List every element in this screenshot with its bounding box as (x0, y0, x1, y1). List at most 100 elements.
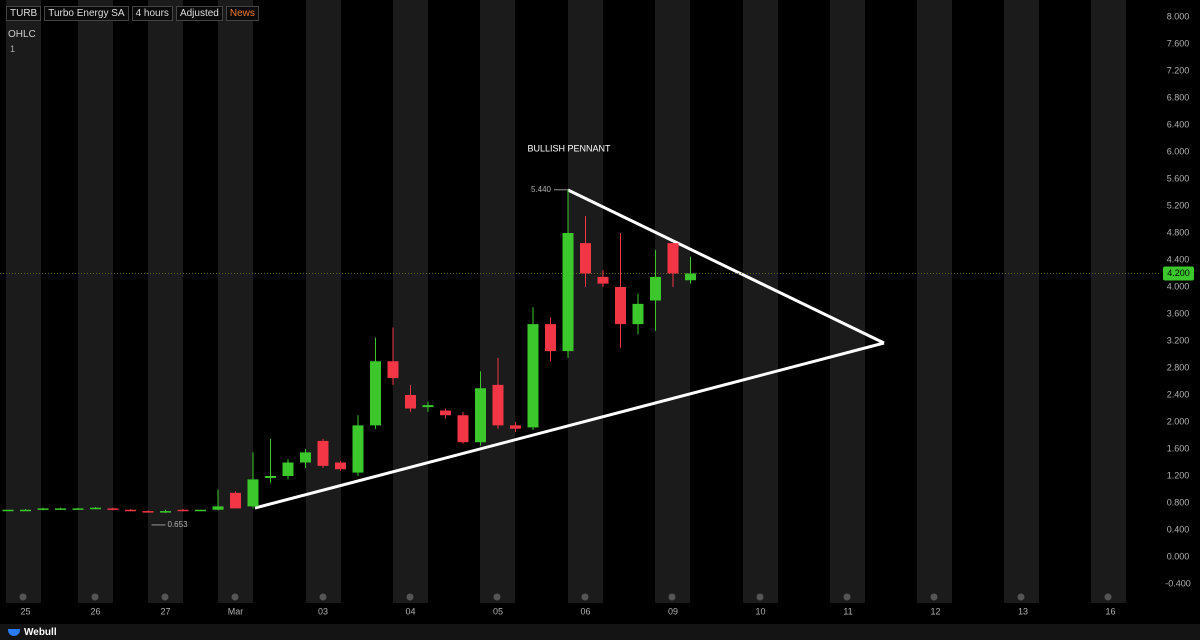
candle-body (650, 276, 661, 301)
y-tick-label: -0.400 (1165, 578, 1191, 588)
y-tick-label: 7.600 (1167, 38, 1190, 48)
candle-body (300, 452, 311, 463)
session-band (78, 0, 113, 603)
company-name: Turbo Energy SA (44, 6, 129, 21)
candle-body (195, 509, 206, 512)
brand: Webull (24, 626, 57, 638)
candle-body (370, 361, 381, 426)
candle-body (545, 324, 556, 352)
y-tick-label: 3.200 (1167, 335, 1190, 345)
adjust[interactable]: Adjusted (175, 6, 223, 21)
candle-body (405, 395, 416, 409)
session-band (568, 0, 603, 603)
session-dot (161, 593, 169, 601)
x-tick-label: 11 (843, 606, 852, 616)
x-tick-label: 03 (318, 606, 328, 616)
session-dot (19, 593, 27, 601)
session-band (1091, 0, 1126, 603)
candle-body (580, 243, 591, 274)
candle-body (527, 324, 539, 428)
candle-body (55, 508, 66, 510)
y-tick-label: 5.600 (1167, 173, 1190, 183)
low-label: 0.653 (168, 520, 189, 529)
pattern-label: BULLISH PENNANT (527, 143, 611, 153)
candle-body (125, 509, 136, 512)
indicator[interactable]: OHLC (8, 29, 36, 40)
session-dot (231, 593, 239, 601)
candle-body (475, 388, 486, 443)
session-dot (493, 593, 501, 601)
x-tick-label: 05 (493, 606, 503, 616)
session-band (655, 0, 690, 603)
session-band (917, 0, 952, 603)
y-tick-label: 0.800 (1167, 497, 1190, 507)
session-band (393, 0, 428, 603)
y-tick-label: 8.000 (1167, 11, 1190, 21)
interval[interactable]: 4 hours (131, 6, 173, 21)
session-dot (668, 593, 676, 601)
x-tick-label: 16 (1105, 606, 1115, 616)
candle-body (265, 476, 276, 479)
candle-body (2, 509, 14, 512)
last-price-box (1163, 266, 1194, 281)
candle-body (492, 384, 504, 426)
y-tick-label: 6.400 (1167, 119, 1190, 129)
y-tick-label: 4.400 (1167, 254, 1190, 264)
news[interactable]: News (225, 6, 259, 21)
y-tick-label: 4.800 (1167, 227, 1190, 237)
x-tick-label: 26 (90, 606, 100, 616)
pane-toggle[interactable]: 1 (10, 44, 16, 54)
candle-body (177, 509, 189, 512)
session-band (218, 0, 253, 603)
trendline-upper (567, 188, 885, 345)
x-tick-label: 10 (755, 606, 765, 616)
candle-body (230, 492, 241, 509)
x-tick-label: 25 (20, 606, 30, 616)
y-tick-label: 6.000 (1167, 146, 1190, 156)
session-dot (756, 593, 764, 601)
candle-body (247, 479, 259, 507)
session-dot (1017, 593, 1025, 601)
session-band (743, 0, 778, 603)
candle-body (20, 509, 31, 512)
candle-body (632, 303, 644, 325)
y-tick-label: 7.200 (1167, 65, 1190, 75)
session-band (480, 0, 515, 603)
y-tick-label: 1.200 (1167, 470, 1190, 480)
last-price-label: 4.200 (1167, 268, 1190, 278)
y-tick-label: 5.200 (1167, 200, 1190, 210)
session-dot (1104, 593, 1112, 601)
candle-body (352, 425, 364, 473)
x-tick-label: 13 (1018, 606, 1028, 616)
y-tick-label: 3.600 (1167, 308, 1190, 318)
session-dot (930, 593, 938, 601)
candle-body (160, 511, 171, 513)
y-tick-label: 0.000 (1167, 551, 1190, 561)
y-tick-label: 2.400 (1167, 389, 1190, 399)
candle-body (107, 508, 119, 510)
session-band (6, 0, 41, 603)
symbol[interactable]: TURB (6, 6, 42, 21)
candle-body (440, 410, 451, 416)
candle-body (142, 511, 154, 513)
session-band (830, 0, 865, 603)
y-tick-label: 2.000 (1167, 416, 1190, 426)
y-tick-label: 1.600 (1167, 443, 1190, 453)
candle-body (510, 425, 521, 429)
session-dot (406, 593, 414, 601)
candle-body (90, 507, 101, 510)
candle-body (72, 508, 84, 510)
session-dot (843, 593, 851, 601)
x-tick-label: 27 (160, 606, 170, 616)
x-tick-label: 04 (405, 606, 415, 616)
session-dot (91, 593, 99, 601)
trendline-lower (254, 341, 885, 510)
candle-body (667, 243, 679, 274)
x-tick-label: 09 (668, 606, 678, 616)
candle-body (317, 440, 329, 466)
candle-body (562, 233, 574, 352)
candle-body (615, 287, 626, 325)
candle-body (387, 361, 399, 379)
x-tick-label: 12 (930, 606, 940, 616)
y-tick-label: 0.400 (1167, 524, 1190, 534)
